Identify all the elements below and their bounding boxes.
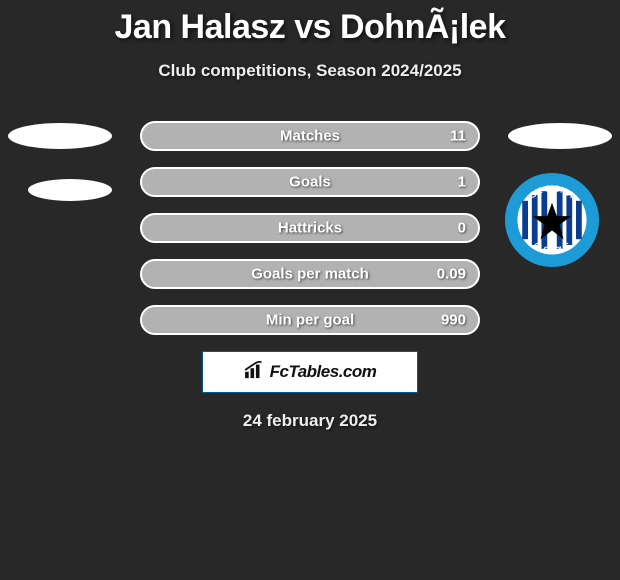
stat-label: Matches <box>280 128 340 145</box>
brand-text: FcTables.com <box>270 362 377 382</box>
stats-container: Matches 11 Goals 1 Hattricks 0 Goals per… <box>140 121 480 335</box>
bar-chart-icon <box>244 361 266 384</box>
right-placeholder-ellipse <box>508 123 612 149</box>
stat-row-hattricks: Hattricks 0 <box>140 213 480 243</box>
stat-value: 0.09 <box>437 266 466 283</box>
stat-row-matches: Matches 11 <box>140 121 480 151</box>
brand-box[interactable]: FcTables.com <box>202 351 418 393</box>
subtitle: Club competitions, Season 2024/2025 <box>0 61 620 81</box>
stat-label: Hattricks <box>278 220 342 237</box>
stat-label: Goals <box>289 174 331 191</box>
stat-value: 1 <box>458 174 466 191</box>
stat-value: 0 <box>458 220 466 237</box>
stat-value: 990 <box>441 312 466 329</box>
page-title: Jan Halasz vs DohnÃ¡lek <box>0 0 620 47</box>
left-placeholder-ellipse-1 <box>8 123 112 149</box>
left-placeholder-ellipse-2 <box>28 179 112 201</box>
date-label: 24 february 2025 <box>0 411 620 431</box>
club-logo-sigma: SK SIGMA OLOMOUC <box>504 172 600 268</box>
stat-row-goals-per-match: Goals per match 0.09 <box>140 259 480 289</box>
stat-label: Min per goal <box>266 312 354 329</box>
stat-value: 11 <box>450 128 466 145</box>
stat-row-goals: Goals 1 <box>140 167 480 197</box>
stat-label: Goals per match <box>251 266 369 283</box>
stat-row-min-per-goal: Min per goal 990 <box>140 305 480 335</box>
